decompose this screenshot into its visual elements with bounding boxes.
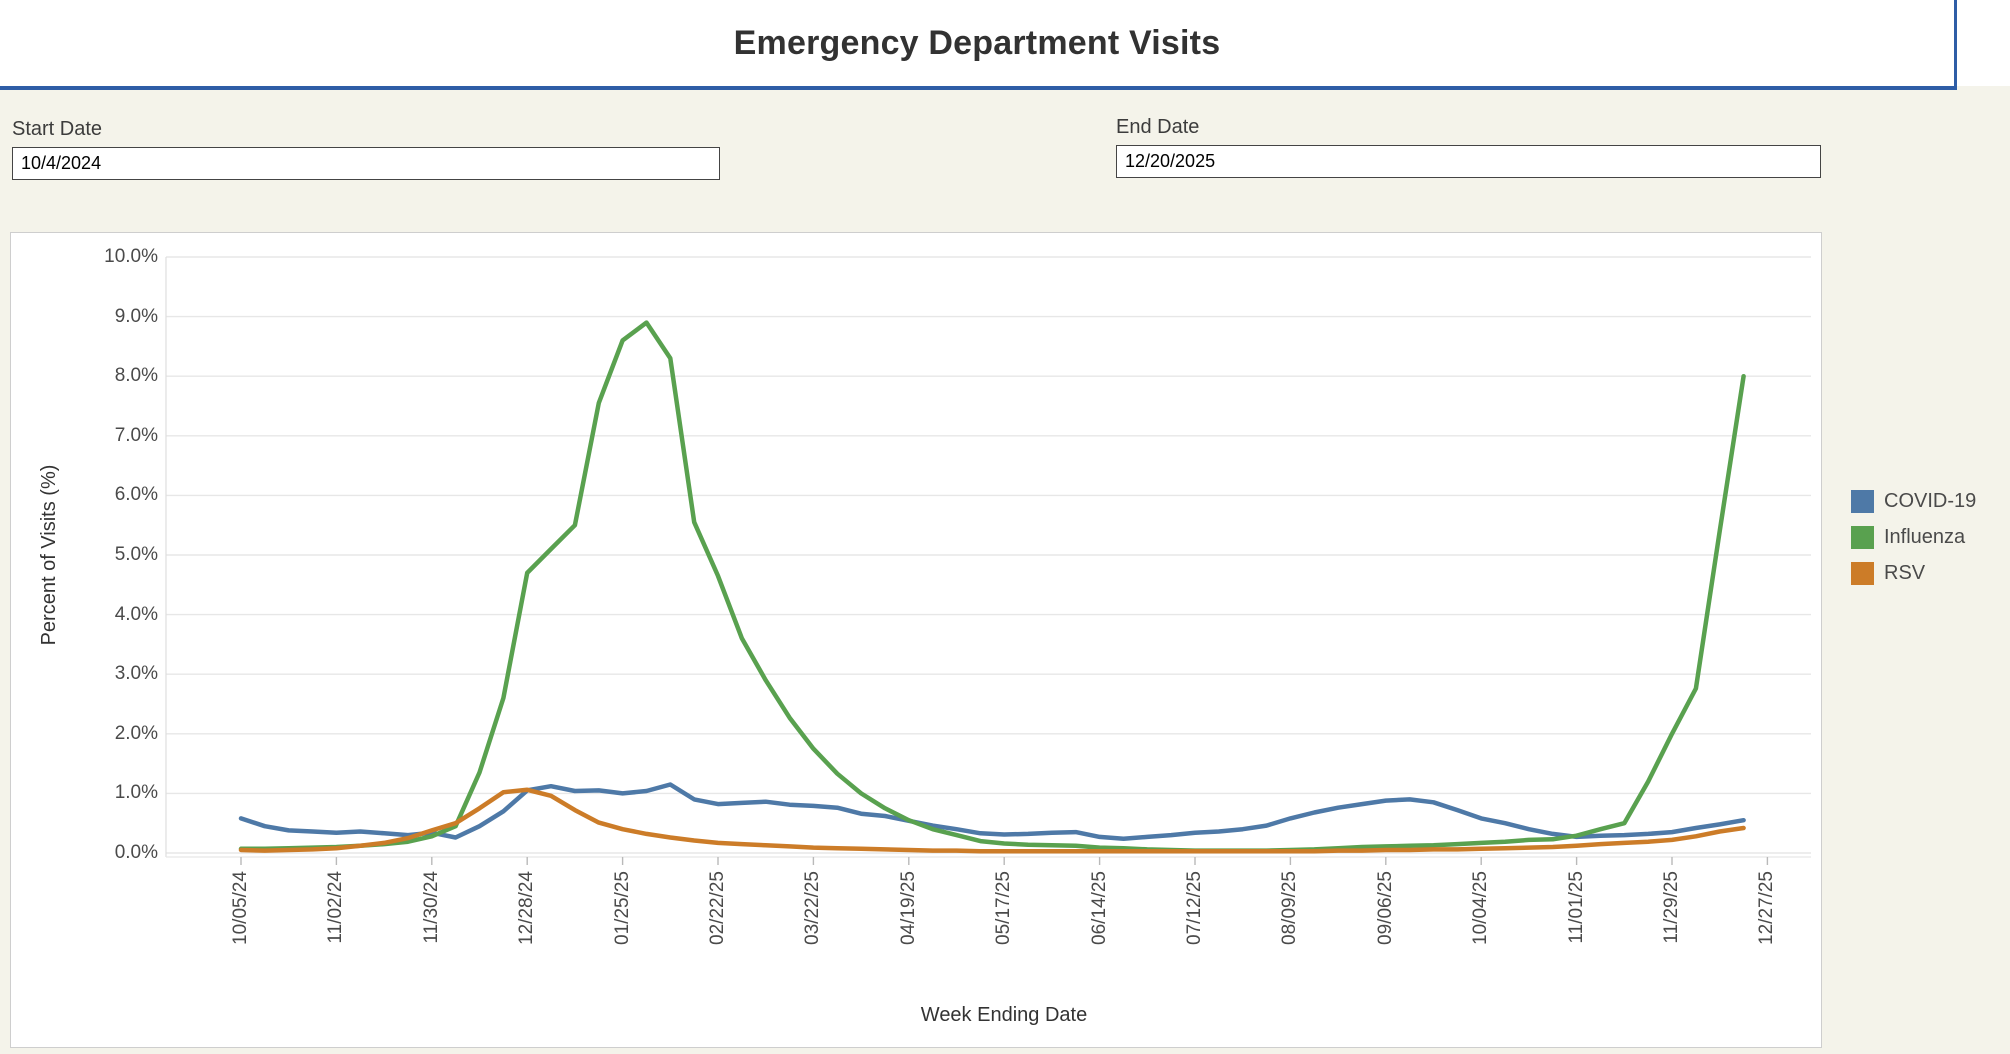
gridlines [166, 256, 1811, 854]
page-title: Emergency Department Visits [733, 23, 1221, 62]
x-tick-label: 03/22/25 [802, 871, 824, 945]
y-tick-label: 9.0% [114, 305, 158, 327]
x-tick-label: 05/17/25 [993, 871, 1015, 945]
y-tick-label: 0.0% [114, 842, 158, 863]
x-axis-title: Week Ending Date [920, 1004, 1088, 1026]
chart-panel: 0.0% 1.0% 2.0% 3.0% 4.0% 5.0% 6.0% 7.0% 8.0% 9.0%… [10, 232, 1822, 1048]
legend-label: RSV [1884, 562, 1926, 584]
y-tick-label: 4.0% [114, 603, 158, 625]
y-tick-label: 3.0% [114, 663, 158, 685]
legend-label: Influenza [1884, 526, 1966, 548]
x-tick-label: 08/09/25 [1279, 871, 1301, 945]
x-tick-label: 02/22/25 [707, 871, 728, 945]
x-tick-label: 10/05/24 [230, 871, 251, 945]
x-tick-label: 12/28/24 [516, 871, 538, 945]
y-tick-label: 5.0% [114, 544, 158, 565]
legend-item-rsv[interactable]: RSV [1851, 562, 1976, 585]
x-tick-label: 11/01/25 [1565, 871, 1587, 944]
y-tick-label: 6.0% [114, 484, 158, 506]
x-tick-label: 10/04/25 [1470, 871, 1492, 945]
legend: COVID-19 Influenza RSV [1851, 490, 1976, 598]
y-tick-label: 8.0% [114, 365, 158, 387]
end-date-label: End Date [1116, 116, 1200, 138]
x-tick-label: 12/27/25 [1756, 871, 1778, 945]
legend-swatch [1851, 562, 1874, 585]
x-tick-label: 04/19/25 [897, 871, 919, 945]
influenza-line[interactable] [238, 320, 1746, 853]
axis-frame [165, 257, 1811, 858]
x-tick-marks [240, 857, 1769, 865]
rsv-line[interactable] [238, 787, 1746, 854]
x-tick-label: 06/14/25 [1088, 871, 1110, 945]
y-tick-label: 2.0% [114, 722, 158, 744]
x-tick-label: 11/30/24 [420, 871, 442, 944]
x-tick-label: 09/06/25 [1374, 871, 1396, 945]
line-chart[interactable] [11, 233, 1821, 1047]
y-axis-title: Percent of Visits (%) [38, 464, 60, 646]
y-tick-label: 1.0% [114, 782, 158, 804]
legend-swatch [1851, 526, 1874, 549]
y-tick-label: 10.0% [104, 246, 158, 267]
covid-19-line[interactable] [238, 782, 1746, 841]
y-tick-label: 7.0% [114, 424, 158, 446]
x-tick-label: 11/29/25 [1661, 871, 1682, 944]
start-date-label: Start Date [12, 118, 103, 140]
series-lines[interactable] [238, 320, 1746, 854]
title-bar: Emergency Department Visits [0, 0, 1957, 90]
x-tick-label: 01/25/25 [611, 871, 633, 945]
legend-item-influenza[interactable]: Influenza [1851, 526, 1976, 549]
x-tick-label: 11/02/24 [325, 871, 347, 944]
legend-swatch [1851, 490, 1874, 513]
legend-label: COVID-19 [1884, 490, 1977, 512]
end-date-input[interactable] [1116, 145, 1821, 178]
x-tick-label: 07/12/25 [1184, 871, 1205, 945]
legend-item-covid-19[interactable]: COVID-19 [1851, 490, 1976, 513]
start-date-input[interactable] [12, 147, 720, 180]
